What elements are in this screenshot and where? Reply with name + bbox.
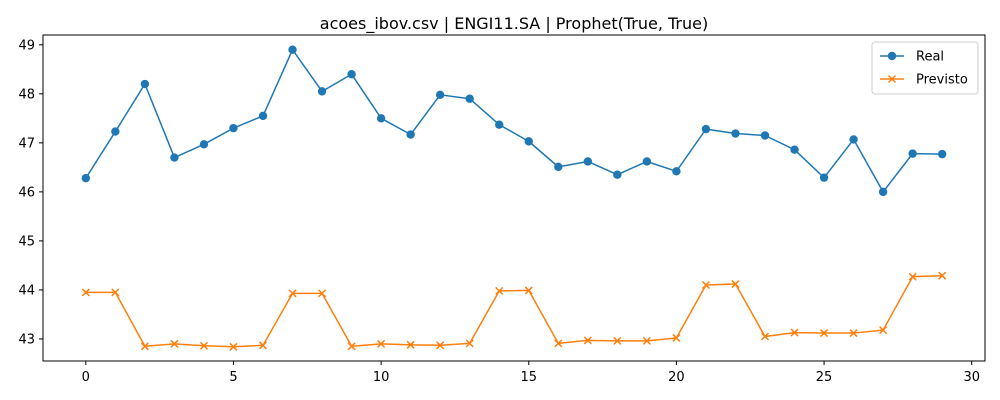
data-point-real xyxy=(613,170,622,179)
y-tick-label: 43 xyxy=(18,332,35,347)
series-line-previsto xyxy=(85,274,943,348)
data-point-previsto xyxy=(318,289,327,298)
y-tick-label: 45 xyxy=(18,234,35,249)
x-tick-label: 15 xyxy=(520,370,537,385)
y-tick-label: 49 xyxy=(18,38,35,53)
data-point-previsto xyxy=(347,342,356,351)
data-point-previsto xyxy=(879,326,888,335)
data-point-previsto xyxy=(377,339,386,348)
y-tick-label: 44 xyxy=(18,283,35,298)
series-layer xyxy=(81,45,947,351)
x-tick-label: 30 xyxy=(963,370,980,385)
data-point-real xyxy=(731,129,740,138)
legend-real-marker xyxy=(887,51,897,61)
x-tick-label: 25 xyxy=(816,370,833,385)
data-point-previsto xyxy=(760,332,770,341)
data-point-real xyxy=(376,114,386,123)
data-point-previsto xyxy=(465,339,474,348)
data-point-real xyxy=(849,135,858,144)
data-point-real xyxy=(258,111,268,121)
y-tick-label: 48 xyxy=(18,87,35,102)
data-point-previsto xyxy=(436,341,445,350)
x-tick-label: 10 xyxy=(373,370,390,385)
data-point-real xyxy=(642,157,652,166)
y-tick-label: 46 xyxy=(18,185,35,200)
legend: Real Previsto xyxy=(871,41,979,95)
data-point-previsto xyxy=(229,342,238,351)
y-tick-label: 47 xyxy=(18,136,35,151)
x-tick-label: 0 xyxy=(82,370,90,385)
data-point-previsto xyxy=(258,341,268,350)
data-point-previsto xyxy=(613,336,622,345)
x-tick-label: 5 xyxy=(229,370,237,385)
data-point-real xyxy=(760,131,770,140)
data-point-previsto xyxy=(140,342,149,351)
data-point-previsto xyxy=(908,272,917,281)
data-point-real xyxy=(878,187,888,197)
data-point-real xyxy=(908,149,917,158)
data-point-real xyxy=(524,137,533,146)
data-point-real xyxy=(111,127,120,136)
data-point-previsto xyxy=(406,340,415,349)
data-point-previsto xyxy=(199,341,208,350)
data-point-previsto xyxy=(731,280,740,289)
data-point-real xyxy=(140,79,150,89)
data-point-real xyxy=(229,123,238,133)
data-point-previsto xyxy=(170,339,179,348)
data-point-real xyxy=(199,140,209,149)
data-point-previsto xyxy=(111,288,120,297)
plot-frame xyxy=(42,34,986,362)
data-point-real xyxy=(288,45,297,54)
data-point-real xyxy=(347,70,356,79)
data-point-previsto xyxy=(524,286,533,295)
data-point-real xyxy=(701,124,711,134)
data-point-previsto xyxy=(849,329,858,338)
data-point-real xyxy=(554,162,563,172)
data-point-previsto xyxy=(81,288,90,297)
data-point-previsto xyxy=(701,280,710,290)
data-point-previsto xyxy=(554,339,563,348)
legend-previsto-marker xyxy=(887,74,897,84)
data-point-previsto xyxy=(938,271,947,280)
data-point-previsto xyxy=(790,328,799,337)
legend-box xyxy=(871,41,979,95)
data-point-real xyxy=(81,173,91,183)
data-point-real xyxy=(790,145,799,154)
data-point-previsto xyxy=(820,329,829,338)
data-point-real xyxy=(937,149,947,159)
chart-title: acoes_ibov.csv | ENGI11.SA | Prophet(Tru… xyxy=(320,14,708,34)
axis-ticks: 0 5 10 15 20 25 30 43 44 45 46 47 48 49 xyxy=(18,38,980,385)
legend-real-label: Real xyxy=(916,50,944,65)
data-point-real xyxy=(170,153,179,162)
data-point-previsto xyxy=(288,289,297,298)
data-point-previsto xyxy=(642,336,651,345)
series-line-real xyxy=(85,48,943,193)
data-point-real xyxy=(406,130,415,139)
legend-previsto-label: Previsto xyxy=(916,73,968,88)
data-point-real xyxy=(435,90,445,100)
data-point-real xyxy=(317,87,327,96)
data-point-real xyxy=(583,157,593,166)
data-point-previsto xyxy=(495,286,504,295)
data-point-real xyxy=(465,94,474,103)
data-point-real xyxy=(495,120,504,129)
data-point-real xyxy=(819,173,829,182)
data-point-real xyxy=(672,167,681,176)
data-point-previsto xyxy=(672,333,681,342)
x-tick-label: 20 xyxy=(668,370,685,385)
data-point-previsto xyxy=(583,336,592,345)
